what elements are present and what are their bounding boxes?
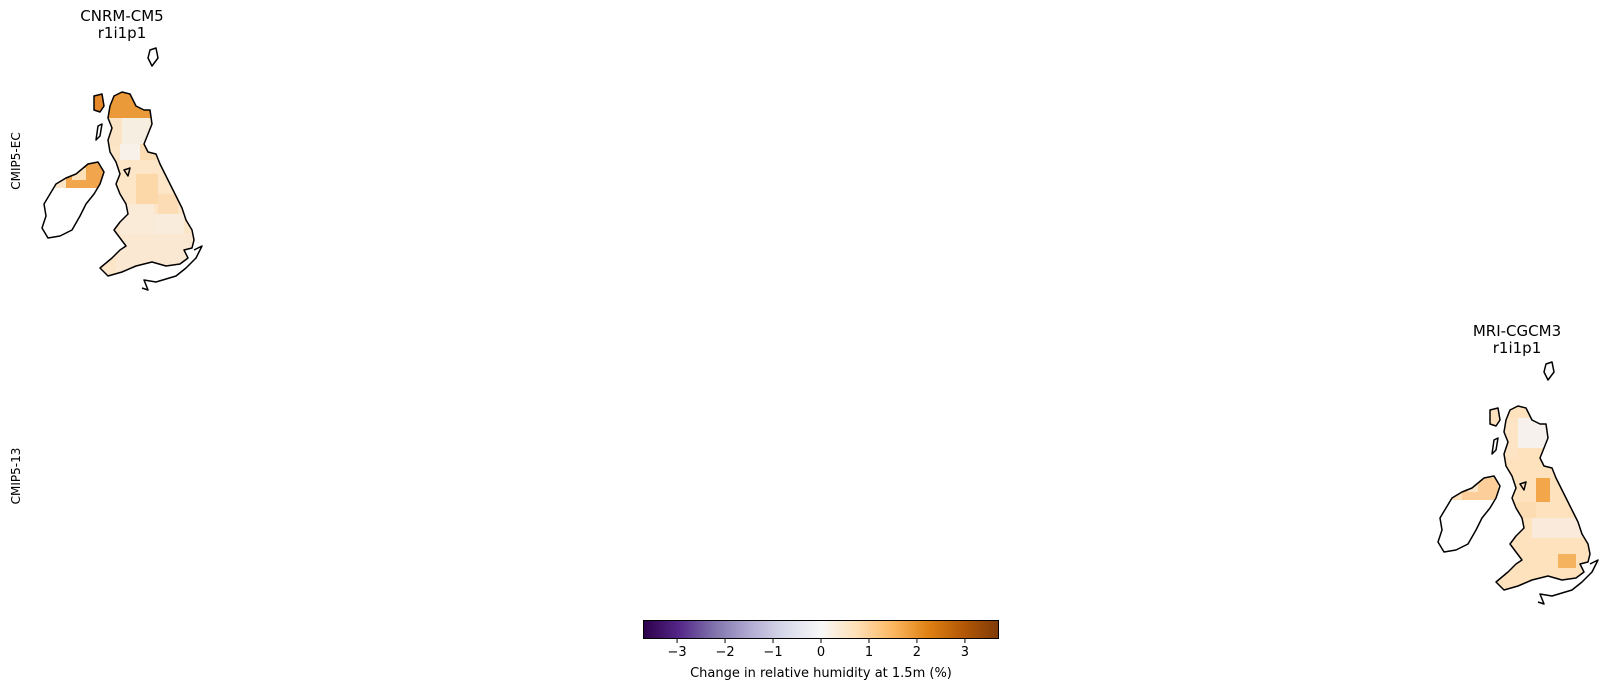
colorbar-tick-label: 3 xyxy=(960,645,970,660)
uk-map-cnrm-cm5 xyxy=(41,47,203,291)
colorbar-tick-label: 1 xyxy=(864,645,874,660)
row-label-cmip5-ec: CMIP5-EC xyxy=(9,132,23,190)
colorbar-tick-label: −1 xyxy=(763,645,783,660)
panel-title-cnrm-cm5: CNRM-CM5 r1i1p1 xyxy=(62,8,182,42)
row-label-cmip5-13: CMIP5-13 xyxy=(9,447,23,505)
panel-model-name: CNRM-CM5 xyxy=(80,7,164,25)
panel-run-id: r1i1p1 xyxy=(1492,339,1542,357)
uk-map-mri-cgcm3 xyxy=(1437,361,1599,605)
panel-run-id: r1i1p1 xyxy=(97,24,147,42)
colorbar-tick-label: 0 xyxy=(816,645,826,660)
colorbar-gradient xyxy=(643,620,999,643)
colorbar-tick-label: −3 xyxy=(667,645,687,660)
colorbar-label: Change in relative humidity at 1.5m (%) xyxy=(690,666,952,681)
colorbar-tick-label: −2 xyxy=(715,645,735,660)
panel-model-name: MRI-CGCM3 xyxy=(1472,322,1562,340)
colorbar-tick-label: 2 xyxy=(912,645,922,660)
panel-title-mri-cgcm3: MRI-CGCM3 r1i1p1 xyxy=(1457,323,1577,357)
